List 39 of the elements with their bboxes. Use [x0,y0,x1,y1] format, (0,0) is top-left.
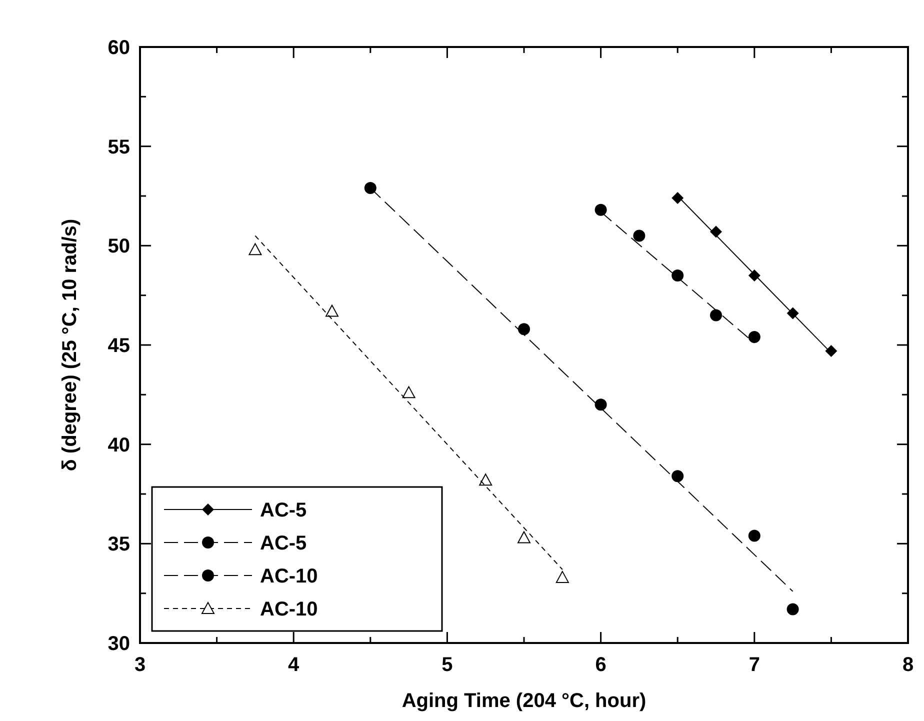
y-tick-label: 55 [108,136,130,158]
x-tick-label: 7 [748,654,760,676]
point [556,570,569,583]
legend-label: AC-10 [260,566,318,588]
y-tick-label: 50 [108,236,130,258]
point [748,331,760,344]
legend-label: AC-10 [260,598,318,620]
point [518,531,530,544]
point [672,470,684,482]
point [710,309,722,322]
x-tick-label: 5 [442,654,453,676]
point [479,474,492,486]
point [248,243,262,256]
point [326,304,338,317]
y-tick-label: 45 [108,335,130,357]
point [364,182,376,194]
point [594,204,607,216]
y-tick-label: 30 [108,633,130,655]
legend-label: AC-5 [260,500,307,522]
x-tick-label: 6 [595,654,606,676]
x-tick-label: 3 [134,654,146,676]
y-axis-title: δ (degree) (25 °C, 10 rad/s) [59,218,81,472]
point [786,603,799,616]
point [594,398,607,411]
point [672,269,684,282]
y-tick-label: 60 [108,37,130,59]
point [672,192,684,204]
point [748,530,760,542]
y-tick-label: 40 [108,434,130,456]
x-axis-title: Aging Time (204 °C, hour) [402,690,646,712]
legend-label: AC-5 [260,532,307,554]
x-tick-label: 4 [288,654,300,676]
point [518,323,530,336]
point [710,226,722,238]
x-tick-label: 8 [902,654,914,676]
point [633,230,646,242]
y-tick-label: 35 [108,534,130,556]
point [402,386,416,398]
point [825,344,838,357]
